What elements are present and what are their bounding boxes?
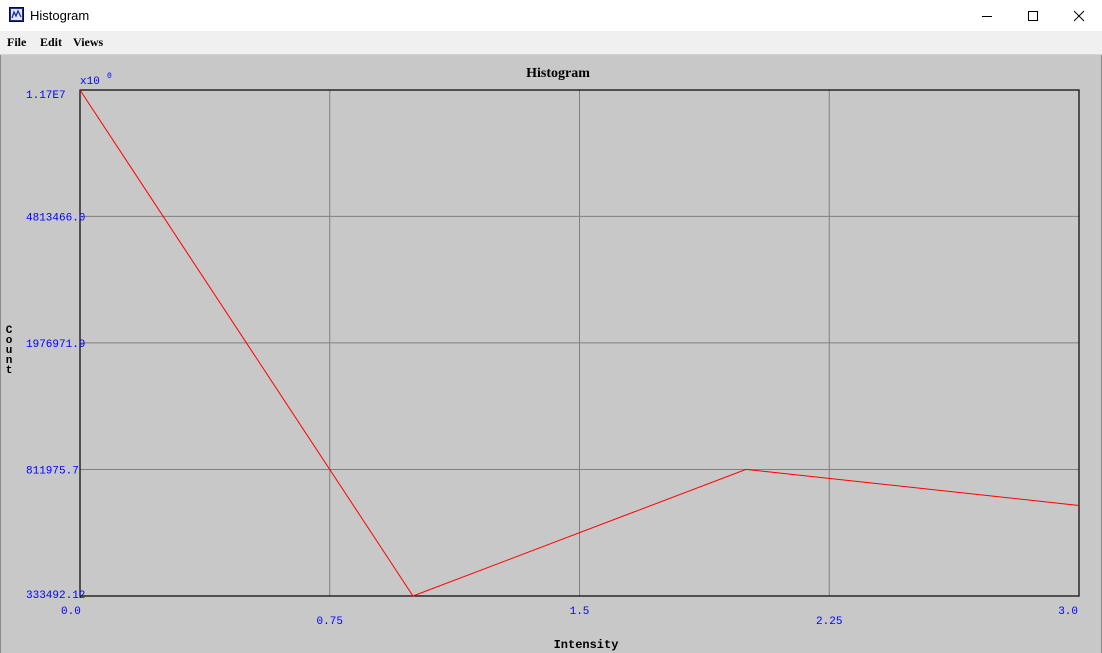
x-axis-label: Intensity [553, 638, 619, 652]
y-tick-label: 4813466.0 [26, 212, 85, 224]
y-axis-label-char: o [5, 335, 13, 347]
maximize-button[interactable] [1010, 0, 1056, 31]
y-tick-label: 1976971.9 [26, 339, 85, 351]
x-tick-label: 2.25 [816, 616, 842, 628]
y-axis-label-char: u [5, 345, 13, 357]
x-tick-label: 0.75 [317, 616, 343, 628]
maximize-icon [1028, 10, 1038, 21]
y-tick-label: 333492.12 [26, 590, 85, 602]
close-icon [1073, 10, 1085, 21]
window-title: Histogram [30, 8, 90, 23]
y-axis-label-char: t [5, 365, 13, 377]
title-bar: Histogram [0, 0, 1102, 31]
x-tick-label: 3.0 [1058, 606, 1078, 618]
plot-panel [0, 55, 1102, 653]
exponent-value: 0 [107, 72, 112, 81]
y-tick-label: 1.17E7 [26, 90, 66, 102]
menu-views[interactable]: Views [73, 35, 104, 49]
exponent-label: x10 [80, 76, 100, 88]
close-button[interactable] [1056, 0, 1102, 31]
series-line [79, 89, 1080, 597]
minimize-icon [982, 15, 992, 17]
minimize-button[interactable] [964, 0, 1010, 31]
plot-border [79, 89, 1080, 597]
x-tick-label: 0.0 [61, 606, 81, 618]
x-tick-label: 1.5 [570, 606, 590, 618]
y-tick-label: 811975.7 [26, 465, 79, 477]
y-axis-label-char: n [5, 355, 13, 367]
chart-app-icon [9, 7, 24, 22]
chart-title: Histogram [526, 66, 590, 81]
menu-file[interactable]: File [7, 35, 27, 49]
menu-edit[interactable]: Edit [40, 35, 63, 49]
y-axis-label-char: C [5, 325, 13, 337]
menu-bar: File Edit Views [0, 31, 1102, 55]
